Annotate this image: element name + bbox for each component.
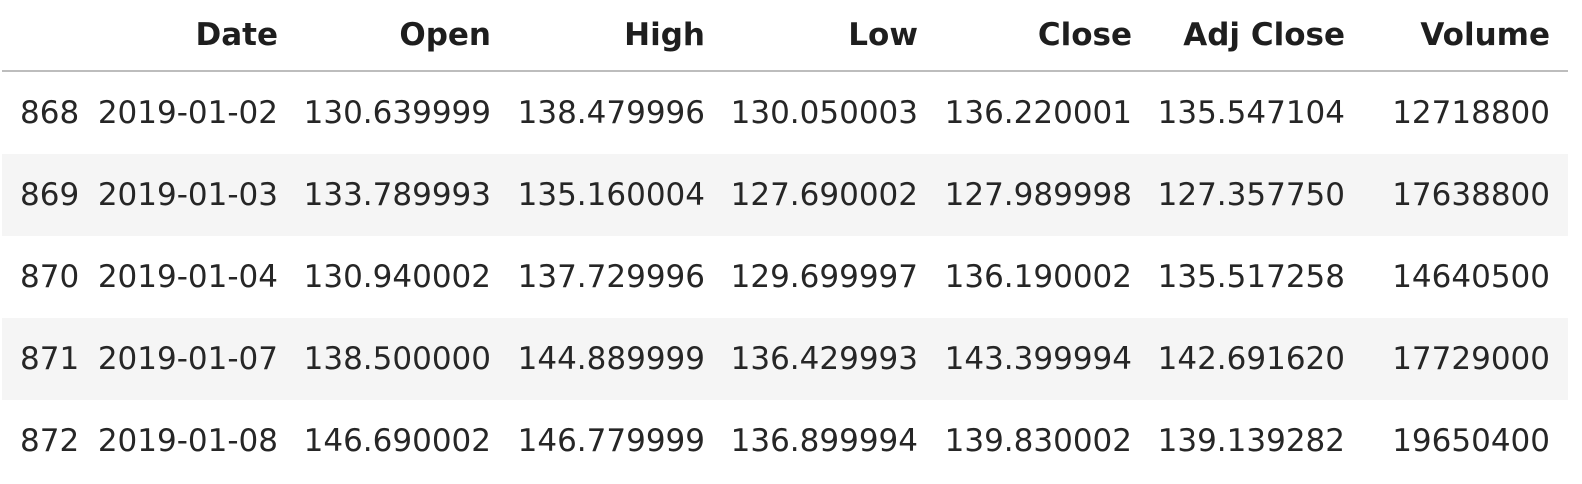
cell-low: 127.690002 — [723, 154, 936, 236]
cell-date: 2019-01-04 — [97, 259, 278, 295]
cell-volume: 12718800 — [1392, 95, 1550, 131]
cell-adj-close: 135.517258 — [1157, 259, 1345, 295]
cell-high: 135.160004 — [509, 154, 723, 236]
row-index: 871 — [2, 318, 96, 400]
cell-high: 137.729996 — [517, 259, 705, 295]
cell-high: 138.479996 — [517, 95, 705, 131]
cell-open: 130.940002 — [303, 259, 491, 295]
cell-open: 130.639999 — [303, 95, 491, 131]
column-header-adj-close: Adj Close — [1150, 0, 1363, 72]
cell-adj-close: 135.547104 — [1157, 95, 1345, 131]
cell-open: 133.789993 — [296, 154, 509, 236]
table-row: 868 2019-01-02 130.639999 138.479996 130… — [2, 71, 1568, 154]
table-row: 869 2019-01-03 133.789993 135.160004 127… — [2, 154, 1568, 236]
table-body: 868 2019-01-02 130.639999 138.479996 130… — [2, 71, 1568, 482]
cell-low: 130.050003 — [730, 95, 918, 131]
cell-close: 143.399994 — [936, 318, 1150, 400]
row-index: 870 — [20, 259, 80, 295]
column-header-close: Close — [936, 0, 1150, 72]
row-index: 868 — [20, 95, 80, 131]
column-header-high: High — [509, 0, 723, 72]
cell-close: 127.989998 — [936, 154, 1150, 236]
cell-date: 2019-01-07 — [96, 318, 296, 400]
cell-close: 136.190002 — [944, 259, 1132, 295]
cell-low: 136.899994 — [730, 423, 918, 459]
cell-date: 2019-01-02 — [97, 95, 278, 131]
cell-volume: 14640500 — [1392, 259, 1550, 295]
cell-close: 136.220001 — [944, 95, 1132, 131]
table-row: 872 2019-01-08 146.690002 146.779999 136… — [2, 400, 1568, 482]
header-row: Date Open High Low Close Adj Close Volum… — [2, 0, 1568, 72]
cell-high: 144.889999 — [509, 318, 723, 400]
column-header-date: Date — [96, 0, 296, 72]
cell-date: 2019-01-08 — [97, 423, 278, 459]
table-row: 871 2019-01-07 138.500000 144.889999 136… — [2, 318, 1568, 400]
row-index: 869 — [2, 154, 96, 236]
cell-close: 139.830002 — [944, 423, 1132, 459]
cell-volume: 17638800 — [1363, 154, 1568, 236]
cell-open: 138.500000 — [296, 318, 509, 400]
cell-adj-close: 139.139282 — [1157, 423, 1345, 459]
cell-adj-close: 127.357750 — [1150, 154, 1363, 236]
cell-low: 136.429993 — [723, 318, 936, 400]
cell-low: 129.699997 — [730, 259, 918, 295]
cell-high: 146.779999 — [517, 423, 705, 459]
cell-open: 146.690002 — [303, 423, 491, 459]
row-index: 872 — [20, 423, 80, 459]
column-header-low: Low — [723, 0, 936, 72]
table-row: 870 2019-01-04 130.940002 137.729996 129… — [2, 236, 1568, 318]
cell-volume: 19650400 — [1392, 423, 1550, 459]
cell-date: 2019-01-03 — [96, 154, 296, 236]
column-header-volume: Volume — [1363, 0, 1568, 72]
cell-volume: 17729000 — [1363, 318, 1568, 400]
column-header-index — [2, 0, 96, 72]
table-header: Date Open High Low Close Adj Close Volum… — [2, 0, 1568, 72]
cell-adj-close: 142.691620 — [1150, 318, 1363, 400]
column-header-open: Open — [296, 0, 509, 72]
